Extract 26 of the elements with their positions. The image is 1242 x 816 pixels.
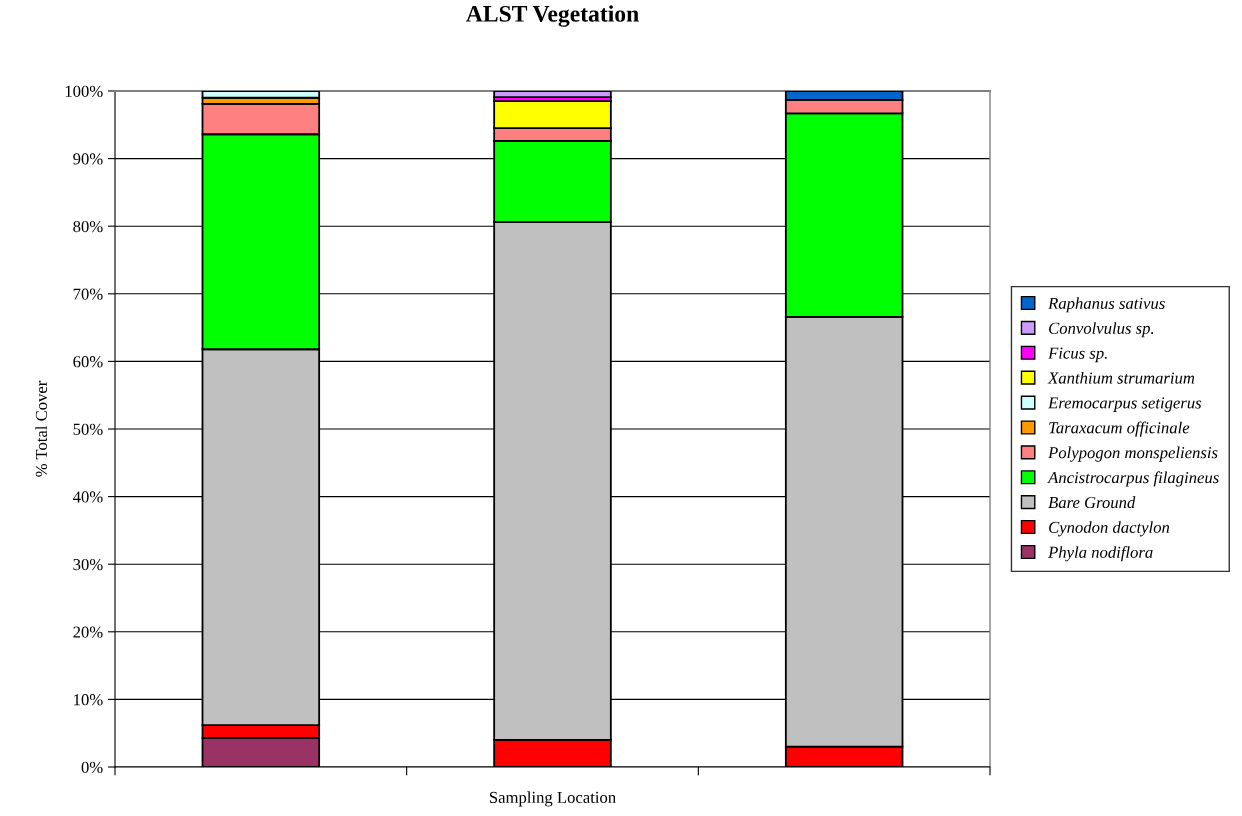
legend-label: Polypogon monspeliensis: [1048, 446, 1218, 462]
y-axis-title: % Total Cover: [35, 380, 48, 477]
y-tick-label: 0%: [81, 761, 103, 773]
x-axis-title: Sampling Location: [489, 791, 616, 807]
chart-title: ALST Vegetation: [466, 5, 639, 27]
legend-label: Xanthium strumarium: [1047, 371, 1195, 384]
y-tick-label: 60%: [73, 356, 103, 368]
bar: [493, 91, 612, 98]
y-tick-label: 100%: [65, 85, 103, 97]
legend-label: Bare Ground: [1048, 496, 1136, 509]
legend-label: Ficus sp.: [1048, 347, 1107, 363]
y-tick-label: 40%: [72, 491, 103, 503]
legend-label: Ancistrocarpus filagineus: [1047, 471, 1219, 487]
legend-label: Phyla nodiflora: [1048, 546, 1153, 562]
legend-label: Raphanus sativus: [1048, 297, 1165, 313]
y-tick-label: 70%: [73, 288, 103, 300]
y-tick-label: 50%: [73, 423, 103, 435]
legend-label: Cynodon dactylon: [1049, 521, 1170, 537]
y-tick-label: 20%: [73, 626, 103, 638]
y-tick-label: 30%: [73, 558, 103, 571]
legend-label: Eremocarpus setigerus: [1047, 397, 1202, 412]
legend-label: Convolvulus sp.: [1049, 322, 1154, 338]
y-tick-label: 10%: [74, 694, 103, 706]
y-tick-label: 90%: [73, 153, 103, 165]
y-tick-label: 80%: [73, 220, 103, 233]
legend-label: Taraxacum officinale: [1049, 421, 1190, 437]
